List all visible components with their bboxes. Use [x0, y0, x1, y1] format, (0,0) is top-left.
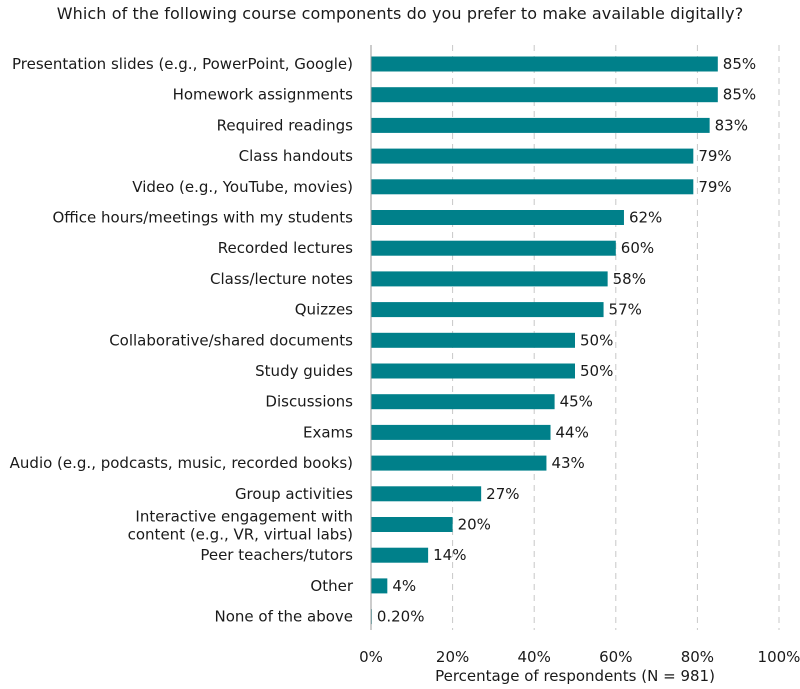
bar — [371, 578, 388, 594]
category-label: Quizzes — [295, 301, 353, 319]
category-label: Class handouts — [239, 147, 354, 165]
value-label: 20% — [458, 516, 491, 534]
category-label: Homework assignments — [173, 86, 354, 104]
bar — [371, 363, 575, 379]
value-label: 79% — [698, 178, 731, 196]
value-label: 85% — [723, 55, 756, 73]
value-label: 79% — [698, 147, 731, 165]
bar — [371, 56, 718, 72]
x-axis-title: Percentage of respondents (N = 981) — [435, 667, 715, 685]
x-tick-label: 100% — [758, 648, 800, 666]
category-label-line: Interactive engagement with — [135, 508, 353, 526]
bar — [371, 332, 575, 348]
bar — [371, 240, 616, 256]
x-tick-label: 40% — [518, 648, 551, 666]
category-label: Required readings — [217, 116, 354, 134]
bar — [371, 148, 694, 164]
value-label: 85% — [723, 86, 756, 104]
category-label: Exams — [303, 423, 353, 441]
value-labels: 85% 85% 83% 79% 79% 62% 60% 58% 57% 50% 50% 45% 44% 4… — [377, 55, 756, 626]
gridlines — [452, 45, 780, 630]
category-label: Recorded lectures — [218, 239, 353, 257]
bar — [371, 117, 710, 133]
category-label: Video (e.g., YouTube, movies) — [132, 178, 353, 196]
value-label: 43% — [551, 454, 584, 472]
category-label: Discussions — [265, 393, 353, 411]
value-label: 44% — [556, 423, 589, 441]
bar — [371, 87, 718, 103]
bars — [371, 56, 718, 625]
category-labels: Presentation slides (e.g., PowerPoint, G… — [10, 55, 354, 626]
value-label: 14% — [433, 546, 466, 564]
value-label: 50% — [580, 331, 613, 349]
x-axis-ticks: 0% 20% 40% 60% 80% 100% — [359, 648, 800, 666]
category-label: Collaborative/shared documents — [109, 331, 353, 349]
bar — [371, 271, 608, 287]
bar — [371, 424, 551, 440]
category-label: Other — [310, 577, 353, 595]
value-label: 4% — [392, 577, 416, 595]
bar — [371, 455, 547, 471]
category-label-line: content (e.g., VR, virtual labs) — [128, 526, 353, 544]
category-label: Group activities — [235, 485, 353, 503]
category-label: Class/lecture notes — [210, 270, 353, 288]
bar — [371, 302, 604, 318]
value-label: 83% — [715, 116, 748, 134]
bar — [371, 547, 429, 563]
chart-title: Which of the following course components… — [56, 4, 744, 23]
x-tick-label: 60% — [599, 648, 632, 666]
x-tick-label: 80% — [681, 648, 714, 666]
bar — [371, 486, 482, 502]
category-label: Peer teachers/tutors — [200, 546, 353, 564]
bar — [371, 179, 694, 195]
value-label: 58% — [613, 270, 646, 288]
value-label: 0.20% — [377, 608, 425, 626]
category-label: Interactive engagement with content (e.g.… — [128, 508, 353, 544]
x-tick-label: 0% — [359, 648, 383, 666]
bar — [371, 517, 453, 532]
x-tick-label: 20% — [436, 648, 469, 666]
value-label: 27% — [486, 485, 519, 503]
category-label: None of the above — [214, 608, 353, 626]
category-label: Office hours/meetings with my students — [52, 209, 353, 227]
category-label: Presentation slides (e.g., PowerPoint, G… — [12, 55, 353, 73]
value-label: 45% — [560, 393, 593, 411]
category-label: Study guides — [255, 362, 353, 380]
value-label: 50% — [580, 362, 613, 380]
value-label: 60% — [621, 239, 654, 257]
category-label: Audio (e.g., podcasts, music, recorded b… — [10, 454, 353, 472]
bar — [371, 210, 624, 225]
bar — [371, 394, 555, 410]
value-label: 57% — [609, 301, 642, 319]
value-label: 62% — [629, 209, 662, 227]
